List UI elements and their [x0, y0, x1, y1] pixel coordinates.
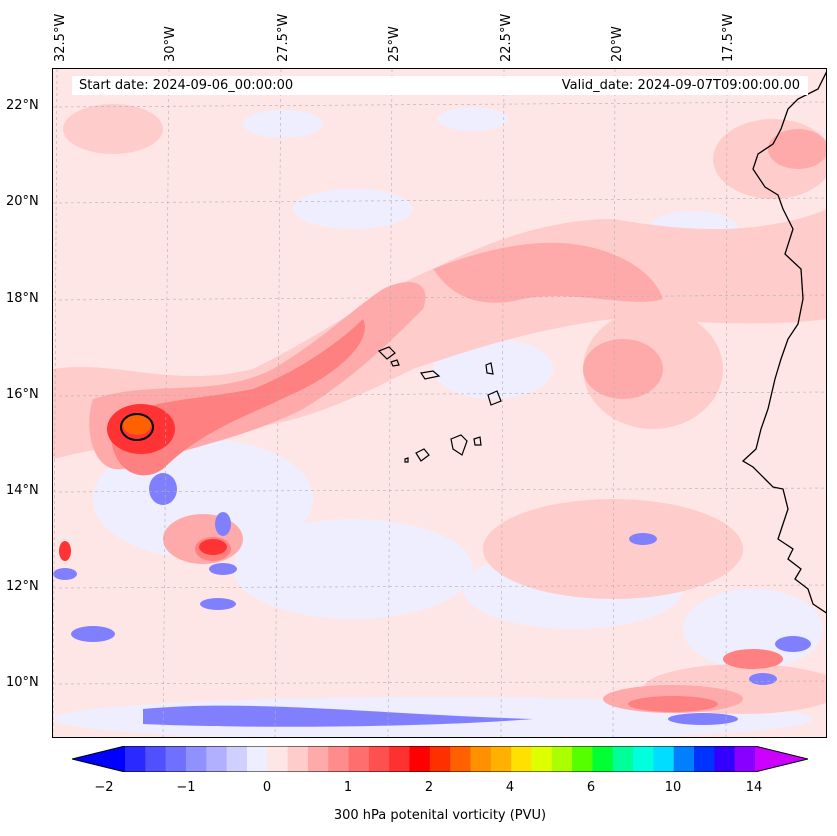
colorbar-cell [328, 746, 350, 772]
lat-label-18n: 18°N [6, 291, 39, 306]
lat-label-14n: 14°N [6, 483, 39, 498]
colorbar-cell [714, 746, 736, 772]
lat-label-16n: 16°N [6, 387, 39, 402]
cb-tick-0: 0 [262, 780, 272, 795]
lat-label-20n: 20°N [6, 194, 39, 209]
colorbar-cell [673, 746, 695, 772]
colorbar-cell [206, 746, 228, 772]
colorbar-cell [694, 746, 715, 772]
colorbar-cell [734, 746, 756, 772]
lon-label-22-5w: 22.5°W [499, 13, 514, 62]
colorbar-cell [490, 746, 512, 772]
colorbar-cell [653, 746, 675, 772]
colorbar-cell [165, 746, 187, 772]
colorbar-cell [267, 746, 289, 772]
cb-tick-6: 6 [586, 780, 596, 795]
map-panel [52, 68, 827, 738]
colorbar-cell [368, 746, 390, 772]
cb-tick-2: 2 [424, 780, 434, 795]
lon-label-32-5w: 32.5°W [53, 13, 68, 62]
cape-verde-islands [377, 346, 502, 463]
cb-tick-neg1: −1 [176, 780, 196, 795]
colorbar-cell [429, 746, 451, 772]
valid-date-label: Valid_date: 2024-09-07T09:00:00.00 [561, 78, 800, 93]
colorbar-cell [125, 746, 146, 772]
start-date-label: Start date: 2024-09-06_00:00:00 [79, 78, 294, 93]
colorbar-cell [551, 746, 573, 772]
lon-label-27-5w: 27.5°W [276, 13, 291, 62]
colorbar-cell [226, 746, 248, 772]
cb-tick-1: 1 [343, 780, 353, 795]
lat-label-10n: 10°N [6, 675, 39, 690]
africa-coastline [741, 71, 826, 614]
colorbar-min-extend [72, 746, 125, 772]
lat-label-12n: 12°N [6, 579, 39, 594]
pv-peak-contour [120, 413, 154, 441]
colorbar-cell [592, 746, 614, 772]
date-header: Start date: 2024-09-06_00:00:00 Valid_da… [72, 76, 808, 95]
colorbar-cell [450, 746, 471, 772]
graticule [53, 69, 826, 737]
cb-tick-14: 14 [745, 780, 763, 795]
lon-label-30w: 30°W [163, 26, 178, 62]
lon-label-25w: 25°W [387, 26, 402, 62]
pv-field [53, 69, 826, 737]
colorbar-cell [185, 746, 207, 772]
lat-label-22n: 22°N [6, 98, 39, 113]
colorbar-cell [511, 746, 532, 772]
colorbar-cell [572, 746, 593, 772]
colorbar-cell [409, 746, 431, 772]
pv-negative-areas [53, 473, 811, 727]
colorbar-cell [307, 746, 329, 772]
lon-label-20w: 20°W [610, 26, 625, 62]
colorbar-cell [531, 746, 553, 772]
cb-tick-4: 4 [505, 780, 515, 795]
colorbar-cell [612, 746, 634, 772]
colorbar-cell [389, 746, 411, 772]
colorbar-max-extend [755, 746, 808, 772]
cb-tick-neg2: −2 [94, 780, 114, 795]
colorbar-cell [287, 746, 309, 772]
pv-peak-core [123, 415, 151, 435]
colorbar-cells [125, 746, 756, 772]
colorbar-cell [348, 746, 370, 772]
colorbar-cell [145, 746, 167, 772]
colorbar-cell [470, 746, 492, 772]
colorbar [72, 746, 808, 772]
lon-label-17-5w: 17.5°W [721, 13, 736, 62]
colorbar-label: 300 hPa potenital vorticity (PVU) [333, 808, 547, 823]
colorbar-cell [246, 746, 268, 772]
colorbar-cell [633, 746, 654, 772]
cb-tick-10: 10 [664, 780, 682, 795]
